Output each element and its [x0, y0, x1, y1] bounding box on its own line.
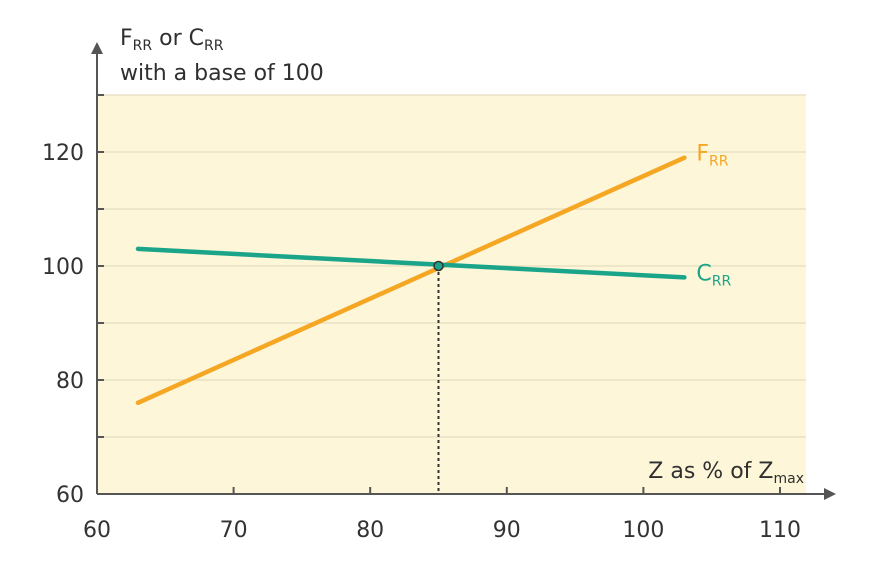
y-tick-label: 120 — [42, 141, 84, 166]
x-tick-label: 110 — [759, 518, 801, 543]
x-tick-label: 60 — [83, 518, 111, 543]
axis-ticks — [97, 94, 781, 494]
series-labels: FRR CRR — [696, 142, 731, 290]
tick-labels: 60 70 80 90 100 110 60 80 100 120 — [42, 141, 801, 543]
grid — [97, 94, 806, 438]
x-tick-label: 90 — [493, 518, 521, 543]
series-label-frr: FRR — [696, 142, 728, 170]
y-tick-label: 60 — [56, 483, 84, 508]
x-tick-label: 100 — [622, 518, 664, 543]
series-line-crr — [135, 246, 687, 280]
x-axis-arrow — [824, 488, 836, 500]
y-tick-label: 100 — [42, 255, 84, 280]
y-axis-title-line2: with a base of 100 — [120, 61, 324, 86]
x-axis-title: Z as % of Zmax — [648, 459, 804, 487]
y-axis-title-line1: FRR or CRR — [120, 26, 224, 54]
x-tick-label: 80 — [356, 518, 384, 543]
y-tick-label: 80 — [56, 369, 84, 394]
plot-area — [97, 95, 806, 494]
x-tick-label: 70 — [220, 518, 248, 543]
series-line-frr — [135, 155, 687, 406]
series-label-crr: CRR — [696, 261, 731, 289]
series-lines — [135, 155, 687, 406]
y-axis-arrow — [91, 42, 103, 54]
intersection-point — [433, 260, 444, 272]
